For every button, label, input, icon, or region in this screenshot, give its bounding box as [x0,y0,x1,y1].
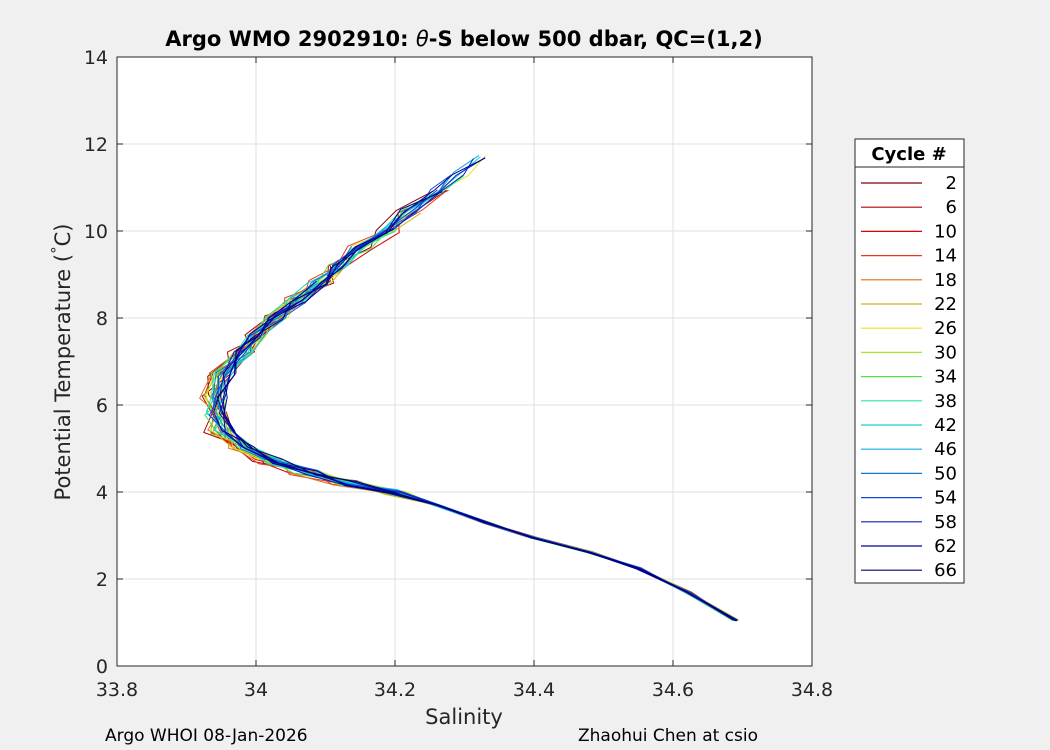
x-tick-label: 34.4 [513,679,555,701]
x-tick-label: 34 [244,679,268,701]
y-tick-label: 8 [96,308,108,330]
y-tick-label: 10 [84,221,108,243]
profile-lines [199,154,739,622]
legend-label: 34 [934,367,957,388]
footer-right-text: Zhaohui Chen at csio [578,726,759,746]
profile-line-cycle-66 [213,191,738,621]
legend-label: 2 [946,173,957,194]
legend-label: 46 [934,439,957,460]
y-tick-label: 6 [96,395,108,417]
x-tick-label: 34.8 [791,679,833,701]
legend-label: 26 [934,318,957,339]
x-tick-label: 34.6 [652,679,694,701]
y-tick-label: 12 [84,134,108,156]
y-axis-ticks: 0 2 4 6 8 10 12 14 [84,47,812,678]
y-tick-label: 2 [96,569,108,591]
legend-label: 18 [934,270,957,291]
y-tick-label: 4 [96,482,108,504]
legend-label: 42 [934,415,957,436]
legend-label: 6 [946,197,957,218]
footer-left-text: Argo WHOI 08-Jan-2026 [105,726,308,746]
legend-title: Cycle # [871,144,946,165]
y-tick-label: 14 [84,47,108,69]
legend-label: 66 [934,560,957,581]
x-tick-label: 33.8 [96,679,138,701]
x-axis-ticks: 33.8 34 34.2 34.4 34.6 34.8 [96,57,833,701]
y-tick-label: 0 [96,656,108,678]
plot-area [117,57,812,666]
legend-label: 54 [934,488,957,509]
plot-frame [116,56,813,667]
y-axis-label: Potential Temperature (°C) [48,224,75,501]
legend-label: 30 [934,342,957,363]
legend-label: 62 [934,536,957,557]
legend-label: 38 [934,391,957,412]
legend-label: 50 [934,463,957,484]
legend-label: 10 [934,221,957,242]
x-axis-label: Salinity [425,705,503,729]
profile-line-cycle-64 [216,228,737,622]
legend-label: 58 [934,512,957,533]
legend-box [854,138,965,584]
legend-label: 22 [934,294,957,315]
legend-label: 14 [934,246,957,267]
chart-title: Argo WMO 2902910: θ-S below 500 dbar, QC… [165,27,762,51]
x-tick-label: 34.2 [374,679,416,701]
